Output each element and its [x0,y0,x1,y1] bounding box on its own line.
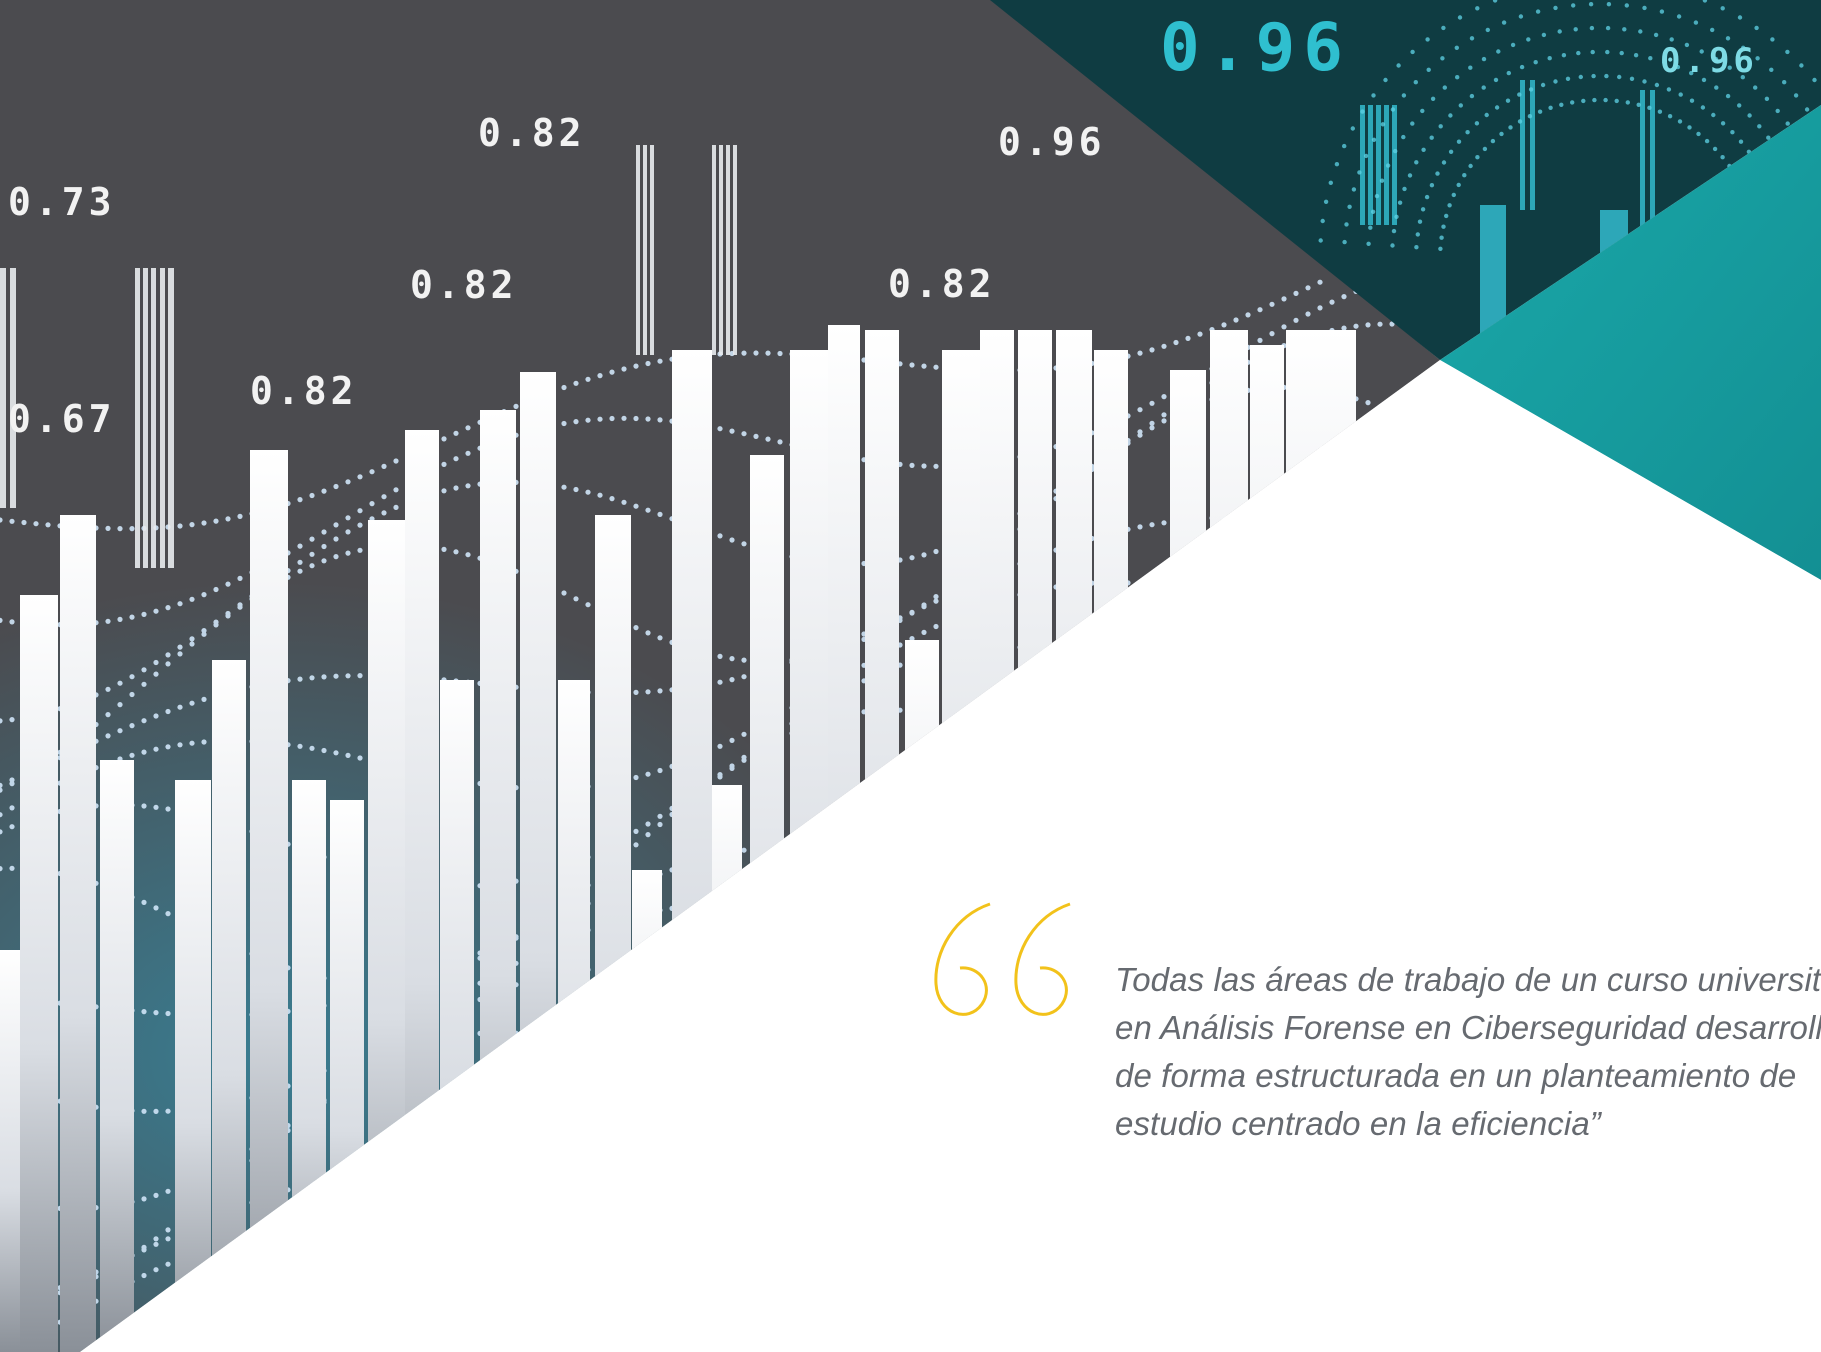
white-panel [80,360,1821,1352]
quote-line-4: estudio centrado en la eficiencia” [1115,1105,1601,1142]
quote-line-3: de forma estructurada en un planteamient… [1115,1057,1797,1094]
label-0-82-b: 0.82 [410,263,518,307]
label-0-73: 0.73 [8,180,116,224]
label-0-96-small: 0.96 [1660,41,1758,81]
label-0-82-a: 0.82 [250,369,358,413]
quote-text: Todas las áreas de trabajo de un curso u… [1115,956,1821,1148]
label-0-82-d: 0.82 [888,262,996,306]
label-0-96-a: 0.96 [998,120,1106,164]
label-0-82-c: 0.82 [478,111,586,155]
double-quote-icon [934,902,1071,1016]
quote-line-2: en Análisis Forense en Ciberseguridad de… [1115,1009,1821,1046]
label-0-96-large: 0.96 [1160,9,1351,86]
teal-band [1440,105,1821,580]
quote-line-1: Todas las áreas de trabajo de un curso u… [1115,961,1821,998]
label-0-67: 0.67 [8,397,116,441]
